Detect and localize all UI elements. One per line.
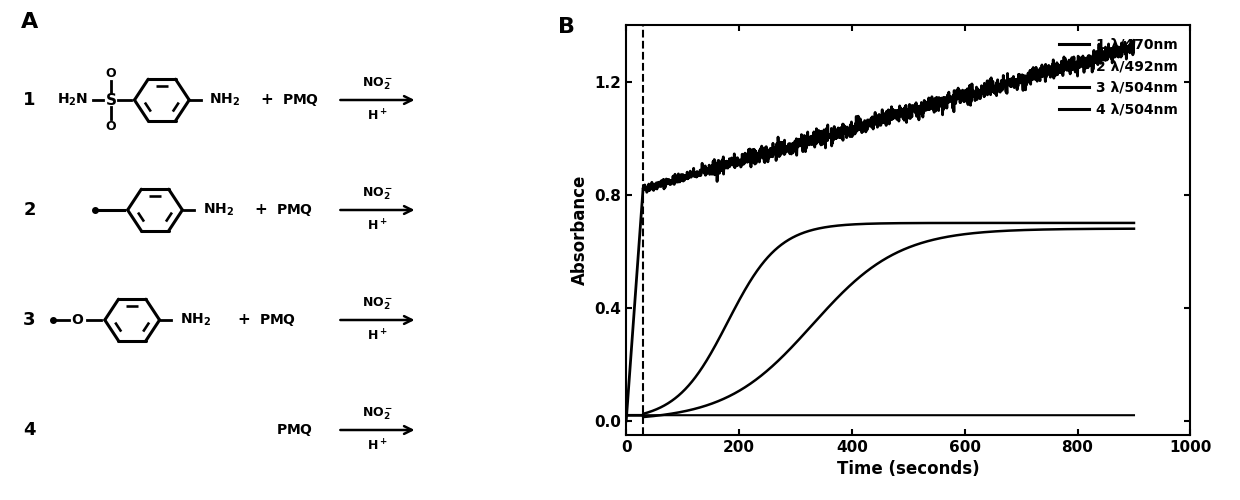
Text: $\mathbf{PMQ}$: $\mathbf{PMQ}$ bbox=[277, 422, 314, 438]
Text: $\mathbf{NH_2}$: $\mathbf{NH_2}$ bbox=[203, 202, 234, 218]
Text: $\mathbf{H_2N}$: $\mathbf{H_2N}$ bbox=[57, 92, 88, 108]
Text: 1: 1 bbox=[24, 91, 36, 109]
Text: $\mathbf{NH_2}$: $\mathbf{NH_2}$ bbox=[181, 312, 212, 328]
Text: $\mathbf{NO_2^-}$: $\mathbf{NO_2^-}$ bbox=[362, 76, 393, 92]
Text: $\mathbf{O}$: $\mathbf{O}$ bbox=[104, 120, 117, 133]
Text: $\mathbf{NO_2^-}$: $\mathbf{NO_2^-}$ bbox=[362, 406, 393, 422]
Text: $\mathbf{NH_2}$: $\mathbf{NH_2}$ bbox=[210, 92, 241, 108]
Text: $\mathbf{PMQ}$: $\mathbf{PMQ}$ bbox=[281, 92, 319, 108]
Text: $\mathbf{O}$: $\mathbf{O}$ bbox=[72, 313, 84, 327]
Text: A: A bbox=[21, 12, 38, 32]
Text: $\mathbf{NO_2^-}$: $\mathbf{NO_2^-}$ bbox=[362, 186, 393, 202]
Text: $\mathbf{NO_2^-}$: $\mathbf{NO_2^-}$ bbox=[362, 296, 393, 312]
Text: $\mathbf{H^+}$: $\mathbf{H^+}$ bbox=[367, 438, 388, 454]
Text: $\mathbf{H^+}$: $\mathbf{H^+}$ bbox=[367, 218, 388, 234]
Legend: 1 λ/470nm, 2 λ/492nm, 3 λ/504nm, 4 λ/504nm: 1 λ/470nm, 2 λ/492nm, 3 λ/504nm, 4 λ/504… bbox=[1053, 32, 1183, 122]
Text: 2: 2 bbox=[24, 201, 36, 219]
Text: $\mathbf{PMQ}$: $\mathbf{PMQ}$ bbox=[259, 312, 296, 328]
Y-axis label: Absorbance: Absorbance bbox=[570, 175, 589, 285]
Text: $\mathbf{+}$: $\mathbf{+}$ bbox=[259, 92, 273, 108]
Text: 4: 4 bbox=[24, 421, 36, 439]
Text: $\mathbf{O}$: $\mathbf{O}$ bbox=[104, 67, 117, 80]
Text: $\mathbf{H^+}$: $\mathbf{H^+}$ bbox=[367, 328, 388, 344]
Text: $\mathbf{H^+}$: $\mathbf{H^+}$ bbox=[367, 108, 388, 124]
X-axis label: Time (seconds): Time (seconds) bbox=[837, 460, 980, 478]
Text: 3: 3 bbox=[24, 311, 36, 329]
Text: B: B bbox=[558, 17, 575, 37]
Text: $\mathbf{+}$: $\mathbf{+}$ bbox=[254, 202, 267, 218]
Text: $\mathbf{+}$: $\mathbf{+}$ bbox=[237, 312, 250, 328]
Text: $\mathbf{S}$: $\mathbf{S}$ bbox=[104, 92, 117, 108]
Text: $\mathbf{PMQ}$: $\mathbf{PMQ}$ bbox=[277, 202, 314, 218]
